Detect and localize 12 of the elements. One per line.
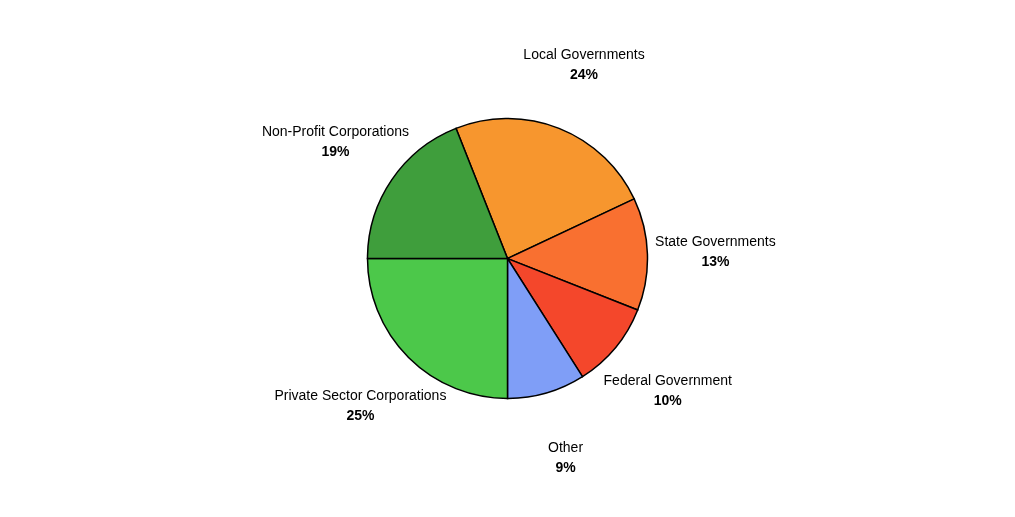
slice-label: Local Governments bbox=[523, 46, 645, 63]
data-label: 10% bbox=[653, 392, 683, 409]
data-label: 13% bbox=[701, 252, 730, 269]
data-label: 19% bbox=[321, 142, 351, 159]
slice-label: Federal Government bbox=[603, 372, 733, 389]
slice-label: State Governments bbox=[655, 232, 776, 249]
slice-label: Private Sector Corporations bbox=[274, 386, 447, 403]
slice-label: Other bbox=[548, 439, 584, 456]
data-label: 9% bbox=[555, 459, 577, 476]
data-label: 25% bbox=[346, 406, 375, 423]
slice-label: Non-Profit Corporations bbox=[261, 122, 409, 139]
data-label: 24% bbox=[570, 66, 599, 83]
